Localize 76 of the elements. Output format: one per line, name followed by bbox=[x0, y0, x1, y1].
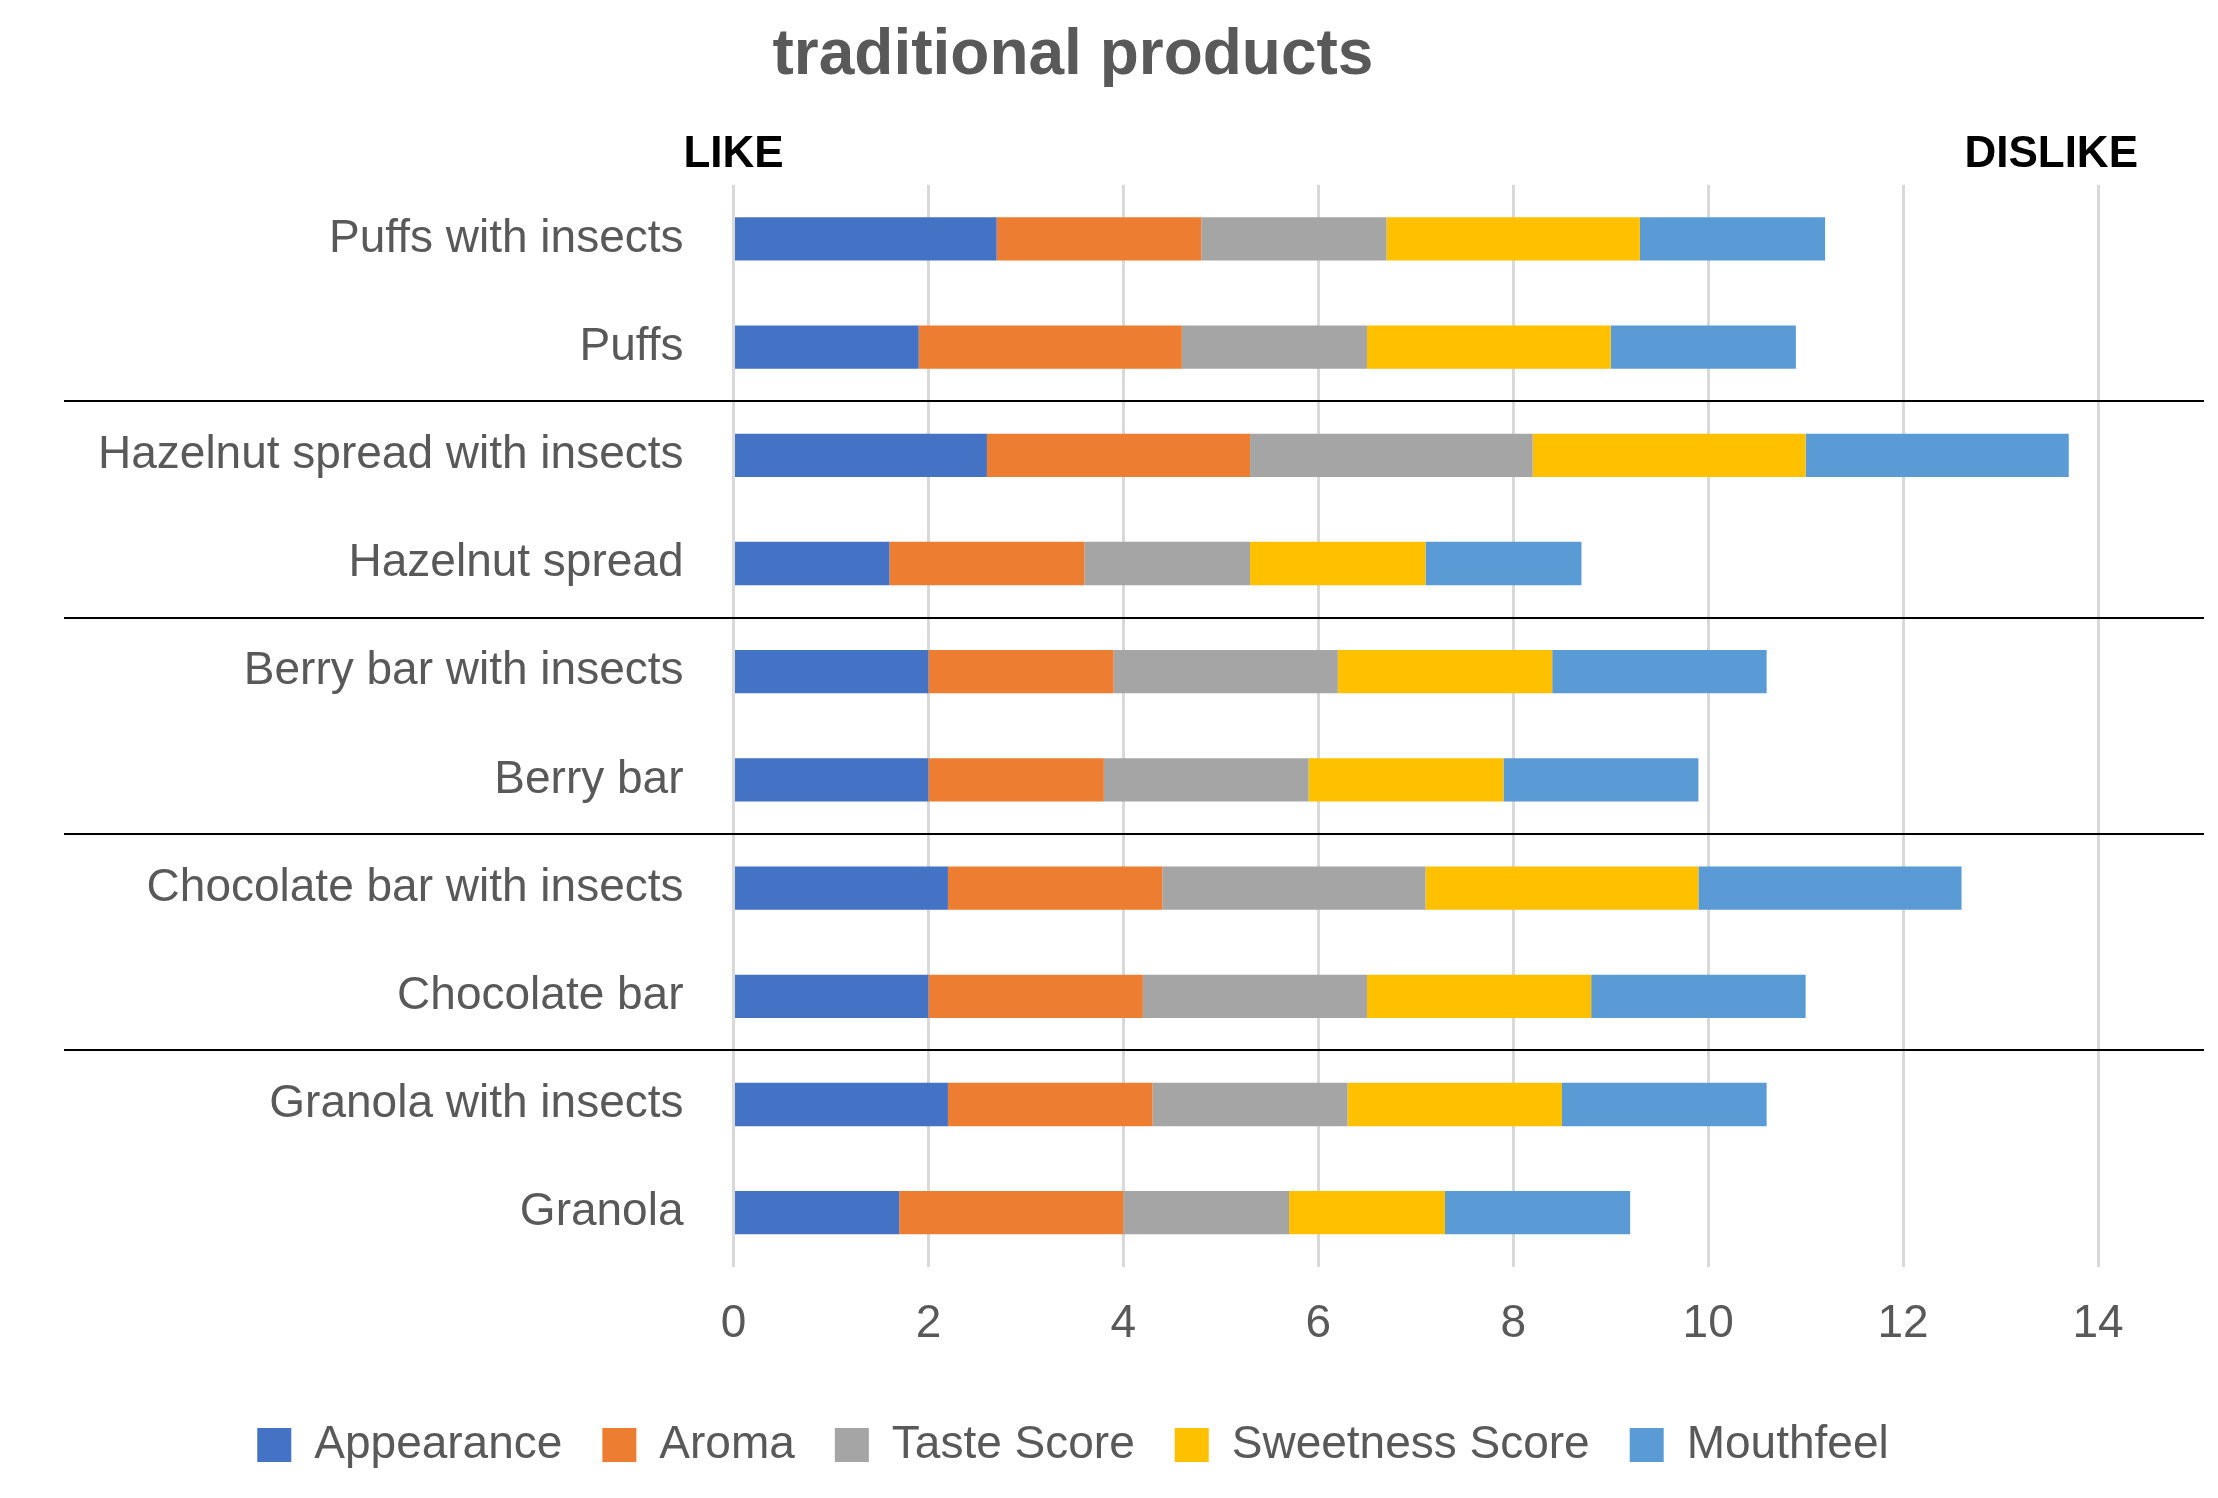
bar bbox=[735, 866, 948, 910]
bar bbox=[1201, 217, 1387, 261]
bar bbox=[1084, 541, 1251, 586]
bar bbox=[735, 1191, 900, 1235]
bar bbox=[947, 866, 1163, 910]
bar bbox=[1425, 866, 1699, 910]
bar bbox=[1698, 866, 1962, 910]
x-tick-label: 14 bbox=[2072, 1295, 2124, 1348]
bar bbox=[1162, 866, 1426, 910]
y-tick-label: Granola bbox=[519, 1183, 684, 1236]
bar bbox=[928, 974, 1143, 1018]
y-tick-label: Puffs bbox=[579, 317, 684, 370]
bar bbox=[1425, 541, 1582, 586]
bar bbox=[947, 1082, 1153, 1127]
bar bbox=[1337, 650, 1553, 694]
bar bbox=[735, 541, 890, 586]
bar bbox=[996, 217, 1202, 261]
bar bbox=[889, 541, 1085, 586]
bar bbox=[1532, 433, 1806, 477]
bar bbox=[1113, 650, 1338, 694]
legend-label: Appearance bbox=[314, 1415, 563, 1468]
bar bbox=[735, 974, 929, 1018]
bar bbox=[1367, 325, 1611, 369]
bar bbox=[1805, 433, 2069, 477]
bar bbox=[1445, 1191, 1631, 1235]
bar bbox=[1503, 758, 1699, 802]
bar bbox=[735, 217, 997, 261]
bar bbox=[1552, 650, 1767, 694]
y-tick-label: Chocolate bar bbox=[397, 966, 684, 1019]
bar bbox=[986, 433, 1251, 477]
legend-label: Taste Score bbox=[891, 1415, 1135, 1468]
bar bbox=[735, 433, 987, 477]
x-tick-label: 0 bbox=[720, 1295, 747, 1348]
y-tick-label: Hazelnut spread with insects bbox=[98, 425, 684, 478]
bar bbox=[1308, 758, 1504, 802]
bar bbox=[1181, 325, 1368, 369]
bar bbox=[735, 1082, 948, 1127]
chart-title: traditional products bbox=[772, 16, 1374, 89]
bar bbox=[1123, 1191, 1290, 1235]
bar bbox=[1250, 433, 1533, 477]
text: LIKE bbox=[683, 126, 784, 176]
bar bbox=[1347, 1082, 1562, 1127]
x-tick-label: 8 bbox=[1500, 1295, 1527, 1348]
bar bbox=[928, 650, 1114, 694]
bar bbox=[918, 325, 1182, 369]
bar bbox=[1289, 1191, 1445, 1235]
x-tick-label: 4 bbox=[1110, 1295, 1137, 1348]
legend-label: Aroma bbox=[659, 1415, 796, 1468]
text: DISLIKE bbox=[1964, 126, 2138, 176]
x-tick-label: 2 bbox=[915, 1295, 942, 1348]
bar bbox=[735, 650, 929, 694]
y-tick-label: Puffs with insects bbox=[328, 209, 684, 262]
bar bbox=[1561, 1082, 1767, 1127]
bar bbox=[1250, 541, 1426, 586]
bar bbox=[1142, 974, 1368, 1018]
bar bbox=[1591, 974, 1806, 1018]
y-tick-label: Chocolate bar with insects bbox=[146, 858, 684, 911]
legend-label: Sweetness Score bbox=[1231, 1415, 1590, 1468]
bar bbox=[735, 325, 919, 369]
legend-label: Mouthfeel bbox=[1686, 1415, 1889, 1468]
y-tick-label: Granola with insects bbox=[269, 1075, 684, 1128]
x-tick-label: 12 bbox=[1877, 1295, 1929, 1348]
bar bbox=[1103, 758, 1309, 802]
x-tick-label: 10 bbox=[1682, 1295, 1734, 1348]
y-tick-label: Berry bar bbox=[494, 750, 684, 803]
bar bbox=[928, 758, 1104, 802]
bar bbox=[1152, 1082, 1348, 1127]
bar bbox=[1367, 974, 1592, 1018]
bar bbox=[1610, 325, 1796, 369]
bar bbox=[1639, 217, 1826, 261]
bar bbox=[1386, 217, 1640, 261]
x-tick-label: 6 bbox=[1305, 1295, 1332, 1348]
bar bbox=[735, 758, 929, 802]
bar bbox=[899, 1191, 1124, 1235]
y-tick-label: Berry bar with insects bbox=[243, 642, 684, 695]
y-tick-label: Hazelnut spread bbox=[348, 534, 684, 587]
